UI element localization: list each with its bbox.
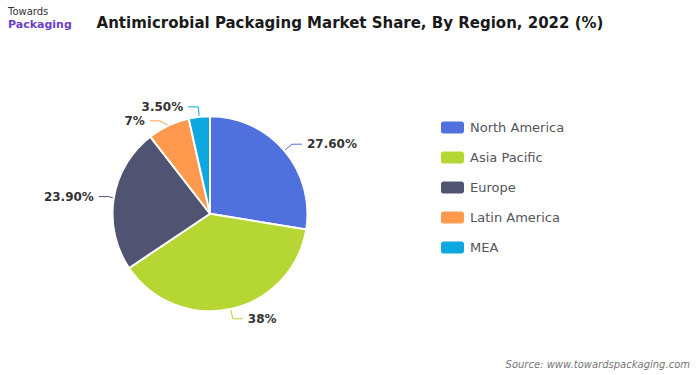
svg-text:3.50%: 3.50% <box>142 100 184 114</box>
svg-text:Europe: Europe <box>470 180 516 195</box>
svg-text:Latin America: Latin America <box>470 210 560 225</box>
svg-text:Source: www.towardspackaging.c: Source: www.towardspackaging.com <box>506 359 691 370</box>
svg-text:North America: North America <box>470 120 564 135</box>
svg-text:27.60%: 27.60% <box>307 137 357 151</box>
svg-text:23.90%: 23.90% <box>44 190 94 204</box>
svg-text:38%: 38% <box>248 312 277 326</box>
svg-text:MEA: MEA <box>470 240 498 255</box>
svg-text:Antimicrobial Packaging Market: Antimicrobial Packaging Market Share, By… <box>97 14 604 32</box>
svg-text:Asia Pacific: Asia Pacific <box>470 150 543 165</box>
svg-text:7%: 7% <box>124 114 144 128</box>
svg-text:Towards: Towards <box>7 6 48 17</box>
svg-text:Packaging: Packaging <box>8 18 72 31</box>
